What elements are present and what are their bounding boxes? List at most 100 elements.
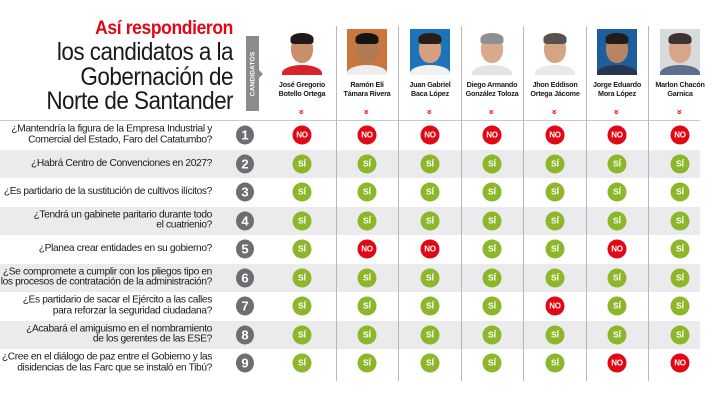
question-text-line-1: ¿Habrá Centro de Convenciones en 2027? xyxy=(31,157,212,169)
column-divider xyxy=(523,26,524,381)
answer-yes-badge: SÍ xyxy=(607,325,627,345)
candidate-name-first: Jhon Eddison xyxy=(532,80,578,89)
candidate-name-last: Garnica xyxy=(667,89,693,98)
candidate-name-first: Jorge Eduardo xyxy=(592,80,642,89)
answer-yes-badge: SÍ xyxy=(670,154,690,174)
answer-yes-badge: SÍ xyxy=(545,211,565,231)
question-text: ¿Mantendría la figura de la Empresa Indu… xyxy=(11,123,212,146)
chevron-down-icon: » xyxy=(550,109,560,115)
answer-yes-badge: SÍ xyxy=(420,325,440,345)
candidate-column-header: Jhon Eddison Ortega Jácome » xyxy=(524,26,586,120)
candidate-name: Juan Gabriel Baca López xyxy=(399,80,461,98)
question-text-line-2: el cuatrienio? xyxy=(156,219,212,231)
answer-yes-badge: SÍ xyxy=(292,154,312,174)
candidate-name: Marlon Chacón Garnica xyxy=(649,80,711,98)
question-text-line-2: de los gerentes de las ESE? xyxy=(92,333,212,345)
question-text-line-2: los procesos de contratación de la admin… xyxy=(0,276,213,288)
answer-no-badge: NO xyxy=(607,239,627,259)
answer-no-badge: NO xyxy=(545,296,565,316)
candidate-column-header: Marlon Chacón Garnica » xyxy=(649,26,711,120)
answer-yes-badge: SÍ xyxy=(670,211,690,231)
column-divider xyxy=(398,26,399,381)
question-number-badge: 9 xyxy=(236,353,254,373)
question-text-line-1: ¿Es partidario de sacar el Ejército a la… xyxy=(22,294,213,306)
headline-highlight: Así respondieron xyxy=(95,18,233,39)
chevron-down-icon: » xyxy=(425,109,435,115)
candidate-name-first: Diego Armando xyxy=(466,80,518,89)
question-text-line-1: ¿Acabará el amiguismo en el nombramiento xyxy=(26,323,212,335)
question-number-badge: 8 xyxy=(236,325,254,345)
answer-yes-badge: SÍ xyxy=(292,182,312,202)
answer-yes-badge: SÍ xyxy=(545,268,565,288)
answer-yes-badge: SÍ xyxy=(482,239,502,259)
question-text-line-1: ¿Tendrá un gabinete paritario durante to… xyxy=(33,209,213,221)
answer-yes-badge: SÍ xyxy=(420,296,440,316)
answer-yes-badge: SÍ xyxy=(482,325,502,345)
answer-yes-badge: SÍ xyxy=(482,353,502,373)
candidate-name: Jorge Eduardo Mora López xyxy=(586,80,648,98)
answer-yes-badge: SÍ xyxy=(292,296,312,316)
answer-yes-badge: SÍ xyxy=(357,211,377,231)
question-text-line-1: ¿Es partidario de la sustitución de cult… xyxy=(3,186,213,197)
question-number-badge: 5 xyxy=(236,239,254,259)
answer-yes-badge: SÍ xyxy=(670,182,690,202)
answer-no-badge: NO xyxy=(357,125,377,145)
candidate-photo xyxy=(597,29,637,75)
headline-line-2: Gobernación de xyxy=(80,62,233,91)
chevron-down-icon: » xyxy=(675,109,685,115)
chevron-down-icon: » xyxy=(362,109,372,115)
candidate-column-header: Juan Gabriel Baca López » xyxy=(399,26,461,120)
answer-yes-badge: SÍ xyxy=(482,154,502,174)
candidates-tab: CANDIDATOS xyxy=(246,36,263,111)
candidate-name: Diego Armando González Toloza xyxy=(461,80,523,98)
answer-yes-badge: SÍ xyxy=(545,353,565,373)
answer-yes-badge: SÍ xyxy=(292,268,312,288)
answer-no-badge: NO xyxy=(420,239,440,259)
answer-yes-badge: SÍ xyxy=(482,182,502,202)
answer-no-badge: NO xyxy=(292,125,312,145)
question-text: ¿Acabará el amiguismo en el nombramiento… xyxy=(26,324,212,345)
headline: Así respondieron los candidatos a la Gob… xyxy=(0,18,233,114)
column-divider xyxy=(586,26,587,381)
answer-yes-badge: SÍ xyxy=(292,325,312,345)
candidate-name-last: Támara Rivera xyxy=(343,89,391,98)
answer-yes-badge: SÍ xyxy=(545,154,565,174)
candidate-photo xyxy=(410,29,450,75)
question-number-badge: 2 xyxy=(236,154,254,174)
answer-yes-badge: SÍ xyxy=(420,182,440,202)
candidate-photo xyxy=(282,29,322,75)
candidates-tab-label: CANDIDATOS xyxy=(249,51,256,96)
question-row: ¿Mantendría la figura de la Empresa Indu… xyxy=(0,121,700,150)
headline-line-3: Norte de Santander xyxy=(46,87,233,115)
candidate-name-first: Marlon Chacón xyxy=(655,80,705,89)
candidate-name: José Gregorio Botello Ortega xyxy=(271,80,333,98)
column-divider xyxy=(461,26,462,381)
question-number-badge: 4 xyxy=(236,211,254,231)
question-text-line-1: ¿Mantendría la figura de la Empresa Indu… xyxy=(11,123,212,135)
candidate-name-first: José Gregorio xyxy=(278,80,326,89)
question-number-badge: 6 xyxy=(236,268,254,288)
question-text-line-2: para reforzar la seguridad ciudadana? xyxy=(52,305,213,317)
column-divider xyxy=(648,26,649,381)
headline-line-1: los candidatos a la xyxy=(56,38,234,66)
answer-no-badge: NO xyxy=(607,125,627,145)
candidate-name-first: Juan Gabriel xyxy=(409,80,451,89)
candidate-name-last: Baca López xyxy=(411,89,449,98)
question-row: ¿Tendrá un gabinete paritario durante to… xyxy=(0,206,700,235)
answer-yes-badge: SÍ xyxy=(420,211,440,231)
chevron-down-icon: » xyxy=(297,109,307,115)
answer-no-badge: NO xyxy=(670,125,690,145)
question-row: ¿Cree en el diálogo de paz entre el Gobi… xyxy=(0,349,700,378)
answer-yes-badge: SÍ xyxy=(357,325,377,345)
candidate-photo xyxy=(347,29,387,75)
answer-yes-badge: SÍ xyxy=(482,268,502,288)
answer-yes-badge: SÍ xyxy=(420,154,440,174)
question-text: ¿Es partidario de sacar el Ejército a la… xyxy=(22,294,213,317)
question-number-badge: 3 xyxy=(236,182,254,202)
question-number-badge: 7 xyxy=(236,296,254,316)
question-text: ¿Es partidario de la sustitución de cult… xyxy=(3,186,213,198)
question-text-line-2: Comercial del Estado, Faro del Catatumbo… xyxy=(28,134,212,146)
question-text-line-1: ¿Se compromete a cumplir con los pliegos… xyxy=(2,266,212,278)
candidate-name: Jhon Eddison Ortega Jácome xyxy=(524,80,586,98)
candidate-photo xyxy=(472,29,512,75)
